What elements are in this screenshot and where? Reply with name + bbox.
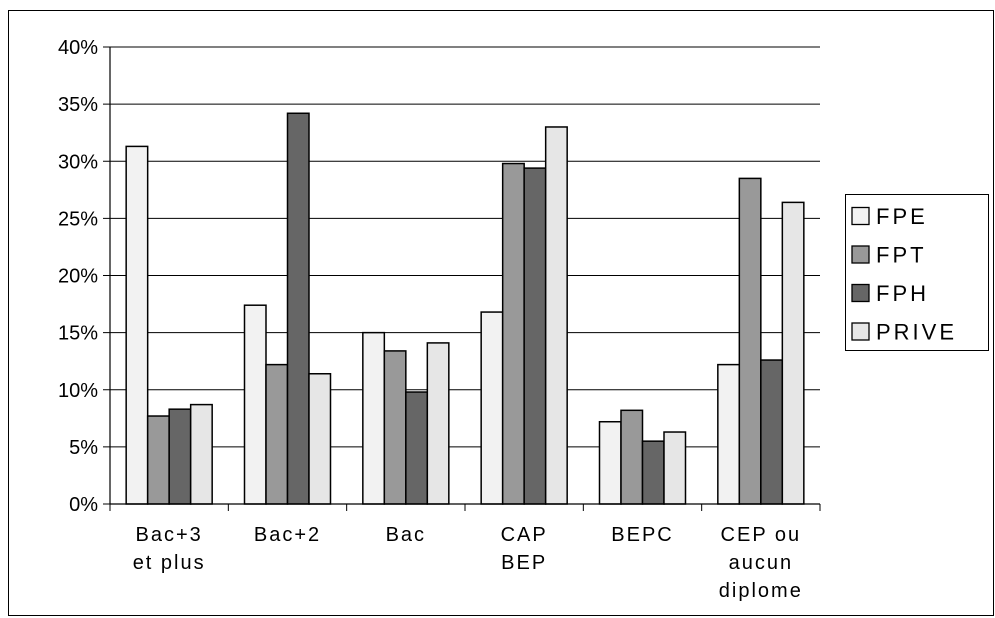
legend-swatch-prive (851, 322, 870, 341)
bar-fpe-3 (480, 311, 504, 505)
bar-fpt-4 (620, 409, 644, 505)
x-category-label: BEP (501, 552, 547, 574)
bar-prive-0 (189, 403, 213, 505)
bar-fph-0 (168, 408, 192, 505)
y-tick-label: 15% (58, 323, 98, 345)
bar-fpt-3 (501, 162, 525, 505)
bar-fph-5 (760, 359, 784, 505)
bar-fpe-2 (362, 331, 386, 505)
y-tick-label: 35% (58, 94, 98, 116)
bar-prive-5 (781, 201, 805, 505)
legend-swatch-fpe (851, 206, 870, 226)
legend-label-fpe: FPE (876, 204, 928, 229)
bar-fpe-0 (125, 145, 149, 505)
y-tick-label: 25% (58, 208, 98, 230)
y-tick-label: 20% (58, 266, 98, 288)
x-category-label: Bac+3 (136, 524, 203, 546)
legend: FPE FPT FPH PRIVE (845, 194, 989, 351)
y-tick-label: 5% (69, 437, 98, 459)
bar-prive-3 (544, 126, 568, 505)
legend-swatch-fph (851, 283, 870, 303)
bar-fpe-5 (717, 363, 741, 505)
gridlines (110, 46, 820, 448)
x-category-label: Bac (386, 524, 426, 546)
x-category-label: Bac+2 (254, 524, 321, 546)
x-axis-categories: Bac+3 et plus Bac+2 Bac CAP BEP BEPC CEP ou aucu… (133, 524, 803, 602)
bars (125, 112, 805, 505)
bar-fpt-0 (146, 415, 170, 505)
x-category-label: CAP (501, 524, 548, 546)
x-category-label: BEPC (611, 524, 673, 546)
bar-fph-1 (286, 112, 310, 505)
bar-fph-3 (523, 167, 547, 505)
bar-fph-2 (405, 391, 429, 505)
bar-fpt-5 (738, 177, 762, 505)
y-axis-ticks: 0% 5% 10% 15% 20% 25% 30% 35% 40% (58, 37, 110, 516)
y-tick-label: 40% (58, 37, 98, 59)
x-category-label: aucun (729, 552, 794, 574)
x-category-label: et plus (133, 552, 206, 574)
bar-fph-4 (641, 440, 665, 505)
y-tick-label: 10% (58, 380, 98, 402)
legend-label-prive: PRIVE (876, 320, 957, 345)
legend-label-fpt: FPT (876, 243, 927, 268)
y-tick-label: 0% (69, 494, 98, 516)
x-category-label: diplome (719, 580, 803, 602)
bar-fpt-1 (265, 363, 289, 505)
bar-fpe-1 (243, 304, 267, 505)
legend-label-fph: FPH (876, 281, 929, 306)
bar-fpt-2 (383, 350, 407, 505)
bar-fpe-4 (598, 420, 622, 505)
y-tick-label: 30% (58, 151, 98, 173)
x-category-label: CEP ou (721, 524, 802, 546)
bar-prive-4 (663, 431, 687, 505)
legend-swatch-fpt (851, 245, 870, 264)
bar-prive-2 (426, 342, 450, 505)
bar-prive-1 (308, 373, 332, 505)
